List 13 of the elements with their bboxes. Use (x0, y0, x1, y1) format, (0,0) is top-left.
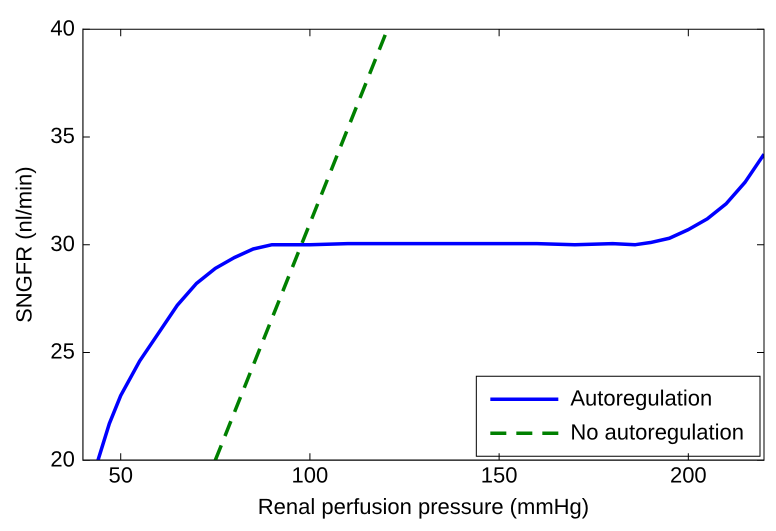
x-tick-label: 200 (670, 462, 707, 488)
y-axis-title: SNGFR (nl/min) (11, 166, 36, 323)
y-tick-label: 25 (50, 338, 75, 364)
x-tick-label: 150 (480, 462, 518, 488)
x-axis-title: Renal perfusion pressure (mmHg) (258, 494, 590, 519)
legend-label: Autoregulation (570, 385, 712, 410)
legend-label: No autoregulation (570, 419, 744, 444)
x-tick-label: 100 (292, 462, 328, 488)
y-tick-label: 30 (50, 230, 75, 256)
y-tick-label: 20 (50, 446, 75, 472)
y-tick-label: 40 (50, 15, 75, 40)
x-tick-label: 50 (108, 462, 133, 488)
y-tick-label: 35 (50, 123, 75, 148)
